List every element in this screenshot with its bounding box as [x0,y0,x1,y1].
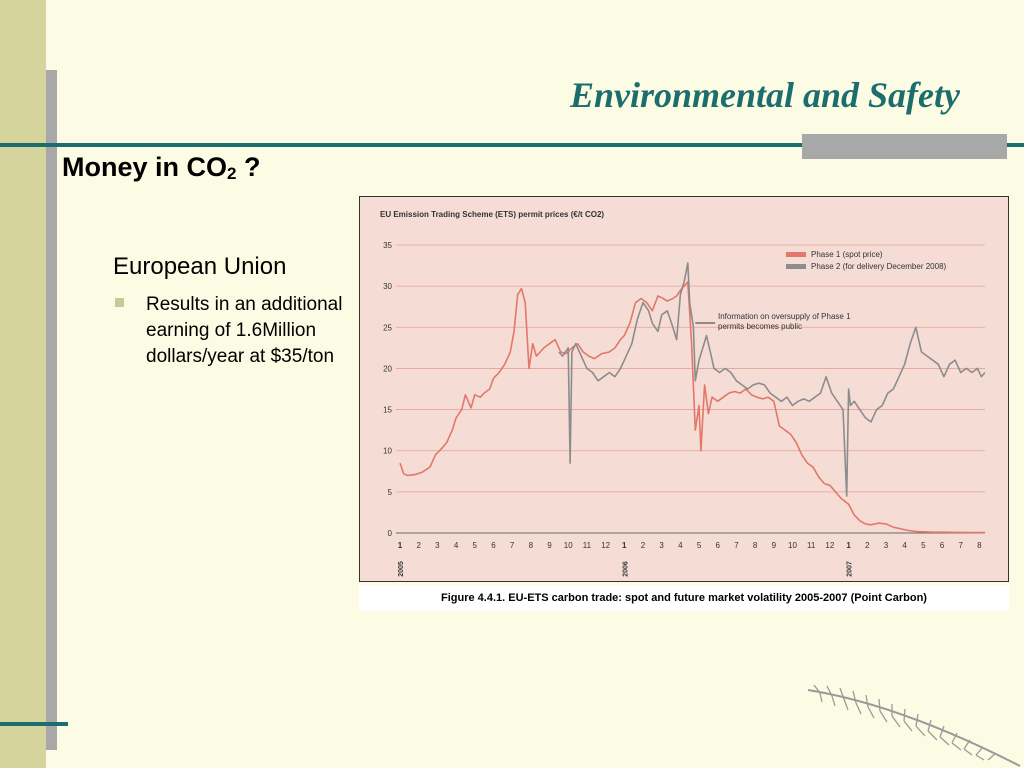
x-tick-label: 1 [846,541,851,550]
x-tick-label: 6 [491,541,496,550]
x-tick-label: 6 [940,541,945,550]
x-tick-label: 3 [435,541,440,550]
x-tick-label: 10 [788,541,797,550]
x-tick-label: 9 [547,541,552,550]
chart-title: EU Emission Trading Scheme (ETS) permit … [380,210,604,219]
y-tick-label: 35 [383,241,392,250]
year-label: 2005 [398,561,405,577]
slide-heading: Money in CO2 ? [62,152,260,184]
x-tick-label: 6 [716,541,721,550]
annotation-text: Information on oversupply of Phase 1 [718,312,851,321]
x-tick-label: 4 [678,541,683,550]
x-tick-label: 12 [601,541,610,550]
y-tick-label: 5 [388,488,393,497]
bullet-level1: European Union [113,253,287,280]
y-tick-label: 30 [383,282,392,291]
slide-title: Environmental and Safety [569,75,960,115]
x-tick-label: 9 [772,541,777,550]
x-tick-label: 1 [622,541,627,550]
x-tick-label: 11 [807,541,816,550]
x-tick-label: 7 [510,541,515,550]
x-tick-label: 4 [454,541,459,550]
figure-caption: Figure 4.4.1. EU-ETS carbon trade: spot … [359,585,1009,611]
x-tick-label: 3 [884,541,889,550]
x-tick-label: 8 [977,541,982,550]
y-tick-label: 0 [388,529,393,538]
year-label: 2007 [847,561,854,577]
fern-decoration-icon [807,684,1021,767]
annotation-text: permits becomes public [718,322,802,331]
x-tick-label: 5 [473,541,478,550]
vertical-accent-bar [46,70,57,750]
x-tick-label: 1 [398,541,403,550]
y-tick-label: 20 [383,364,392,373]
x-tick-label: 8 [529,541,534,550]
heading-tail: ? [236,152,261,182]
chart-frame: EU Emission Trading Scheme (ETS) permit … [359,196,1009,582]
ets-price-chart: EU Emission Trading Scheme (ETS) permit … [380,210,986,577]
legend-label-2: Phase 2 (for delivery December 2008) [811,262,947,271]
x-tick-label: 3 [659,541,664,550]
x-tick-label: 8 [753,541,758,550]
heading-subscript: 2 [227,164,237,183]
y-tick-label: 25 [383,323,392,332]
x-tick-label: 2 [641,541,646,550]
x-tick-label: 12 [825,541,834,550]
x-tick-label: 2 [865,541,870,550]
x-tick-label: 11 [583,541,592,550]
heading-text: Money in CO [62,152,228,182]
title-divider-line [0,143,1024,147]
year-label: 2006 [622,561,629,577]
x-tick-label: 7 [734,541,739,550]
x-tick-label: 4 [902,541,907,550]
legend-swatch-2 [786,264,806,269]
x-tick-label: 7 [958,541,963,550]
legend-label-1: Phase 1 (spot price) [811,250,883,259]
x-tick-label: 2 [416,541,421,550]
bottom-accent-line [0,722,68,726]
y-tick-label: 10 [383,447,392,456]
series-line-1 [399,281,985,534]
bullet-item: Results in an additional earning of 1.6M… [146,294,343,367]
title-accent-block [802,134,1007,159]
x-tick-label: 5 [921,541,926,550]
x-tick-label: 5 [697,541,702,550]
bullet-square-icon [115,298,124,307]
x-tick-label: 10 [564,541,573,550]
series-line-2 [558,262,986,497]
y-tick-label: 15 [383,406,392,415]
legend-swatch-1 [786,252,806,257]
left-sidebar-band [0,0,46,768]
